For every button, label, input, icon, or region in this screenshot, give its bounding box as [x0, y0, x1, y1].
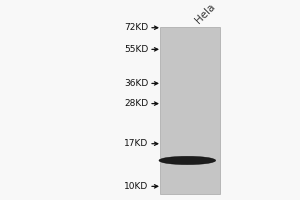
Text: 28KD: 28KD	[124, 99, 148, 108]
Ellipse shape	[159, 156, 216, 165]
Text: 36KD: 36KD	[124, 79, 148, 88]
Text: Hela: Hela	[193, 1, 217, 25]
Text: 55KD: 55KD	[124, 45, 148, 54]
Text: 10KD: 10KD	[124, 182, 148, 191]
Bar	[160, 27, 220, 194]
Text: 72KD: 72KD	[124, 23, 148, 32]
Text: 17KD: 17KD	[124, 139, 148, 148]
